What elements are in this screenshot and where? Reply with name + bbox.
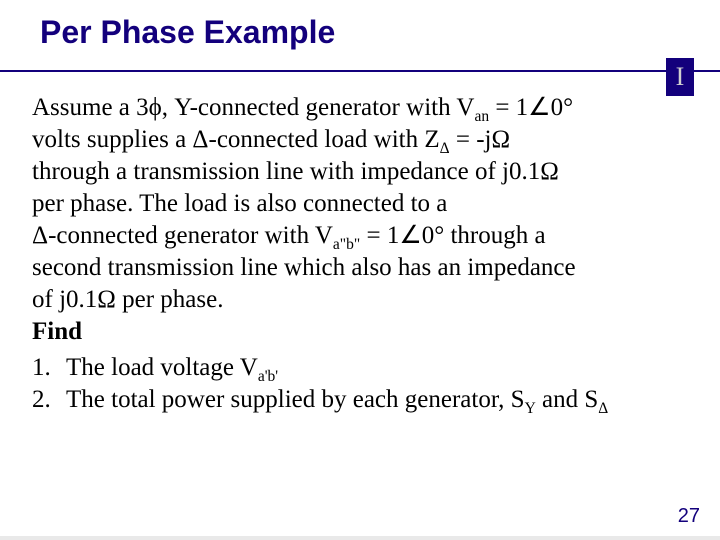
list-number: 2.: [32, 384, 66, 416]
footer-bar: [0, 536, 720, 540]
para-line: second transmission line which also has …: [32, 254, 576, 281]
problem-paragraph: Assume a 3ϕ, Y-connected generator with …: [32, 92, 680, 316]
page-number: 27: [678, 505, 700, 528]
title-underline: [0, 70, 720, 72]
slide: Per Phase Example I Assume a 3ϕ, Y-conne…: [0, 0, 720, 540]
list-number: 1.: [32, 352, 66, 384]
para-line: per phase. The load is also connected to…: [32, 190, 447, 217]
para-line: Δ-connected generator with Va"b" = 1∠0° …: [32, 222, 546, 249]
find-heading: Find: [32, 316, 680, 348]
list-text: The load voltage Va'b': [66, 352, 680, 384]
para-line: volts supplies a Δ-connected load with Z…: [32, 126, 510, 153]
institution-logo: I: [666, 58, 694, 96]
slide-title: Per Phase Example: [40, 14, 335, 51]
question-list: 1. The load voltage Va'b' 2. The total p…: [32, 352, 680, 416]
para-line: Assume a 3ϕ, Y-connected generator with …: [32, 94, 573, 121]
list-item: 1. The load voltage Va'b': [32, 352, 680, 384]
para-line: of j0.1Ω per phase.: [32, 286, 223, 313]
logo-letter: I: [676, 62, 685, 92]
body-content: Assume a 3ϕ, Y-connected generator with …: [32, 92, 680, 416]
para-line: through a transmission line with impedan…: [32, 158, 559, 185]
list-item: 2. The total power supplied by each gene…: [32, 384, 680, 416]
list-text: The total power supplied by each generat…: [66, 384, 680, 416]
